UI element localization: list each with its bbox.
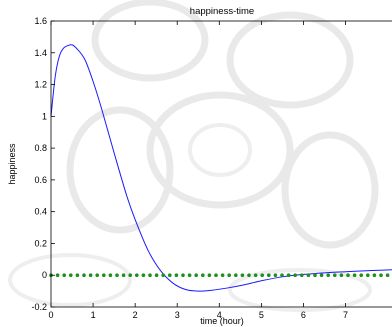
baseline-dot bbox=[69, 273, 73, 278]
y-tick-label: 0.2 bbox=[34, 238, 47, 248]
baseline-dot bbox=[82, 273, 86, 278]
y-tick-label: 1 bbox=[42, 111, 47, 121]
baseline-dot bbox=[234, 273, 238, 278]
baseline-dot bbox=[385, 273, 390, 278]
baseline-dot bbox=[102, 273, 106, 278]
x-tick-label: 3 bbox=[175, 310, 180, 320]
baseline-dot bbox=[280, 273, 284, 278]
chart-title: happiness-time bbox=[190, 6, 254, 17]
baseline-dot bbox=[174, 273, 179, 278]
baseline-dot bbox=[141, 273, 146, 278]
baseline-dot bbox=[247, 273, 251, 278]
baseline-dot bbox=[154, 273, 159, 278]
y-tick-label: 0.4 bbox=[34, 207, 47, 217]
baseline-dot bbox=[181, 273, 185, 278]
baseline-dot bbox=[300, 273, 304, 278]
baseline-dot bbox=[260, 273, 265, 278]
baseline-dot bbox=[372, 273, 377, 278]
baseline-dot bbox=[88, 273, 93, 278]
x-tick-label: 6 bbox=[301, 310, 306, 320]
y-tick-label: 0.6 bbox=[34, 175, 47, 185]
baseline-dot bbox=[220, 273, 225, 278]
baseline-dot bbox=[326, 273, 331, 278]
baseline-dot bbox=[62, 273, 66, 278]
series-dotted-baseline bbox=[49, 273, 390, 278]
y-tick-label: 1.2 bbox=[34, 80, 47, 90]
y-tick-label: 1.6 bbox=[34, 16, 47, 26]
baseline-dot bbox=[115, 273, 119, 278]
y-axis-label: happiness bbox=[7, 143, 17, 185]
baseline-dot bbox=[379, 273, 383, 278]
y-tick-label: 0 bbox=[42, 270, 47, 280]
baseline-dot bbox=[55, 273, 60, 278]
x-axis: 0 1 2 3 4 5 6 7 bbox=[48, 21, 348, 320]
baseline-dot bbox=[108, 273, 113, 278]
x-tick-label: 7 bbox=[343, 310, 348, 320]
x-tick-label: 1 bbox=[91, 310, 96, 320]
baseline-dot bbox=[293, 273, 298, 278]
y-tick-label: 0.8 bbox=[34, 143, 47, 153]
x-tick-label: 5 bbox=[259, 310, 264, 320]
baseline-dot bbox=[352, 273, 357, 278]
y-axis: -0.2 0 0.2 0.4 0.6 0.8 1 1.2 1.4 1.6 bbox=[31, 16, 55, 312]
x-tick-label: 4 bbox=[217, 310, 222, 320]
baseline-dot bbox=[306, 273, 311, 278]
baseline-dot bbox=[333, 273, 337, 278]
baseline-dot bbox=[286, 273, 291, 278]
baseline-dot bbox=[168, 273, 172, 278]
baseline-dot bbox=[227, 273, 231, 278]
baseline-dot bbox=[346, 273, 350, 278]
baseline-dot bbox=[95, 273, 99, 278]
baseline-dot bbox=[75, 273, 80, 278]
baseline-dot bbox=[201, 273, 205, 278]
baseline-dot bbox=[273, 273, 278, 278]
x-tick-label: 2 bbox=[133, 310, 138, 320]
baseline-dot bbox=[339, 273, 344, 278]
baseline-dot bbox=[148, 273, 152, 278]
baseline-dot bbox=[207, 273, 212, 278]
series-layer bbox=[49, 44, 392, 292]
baseline-dot bbox=[128, 273, 132, 278]
background-watermark bbox=[8, 0, 379, 312]
baseline-dot bbox=[253, 273, 258, 278]
baseline-dot bbox=[366, 273, 370, 278]
baseline-dot bbox=[161, 273, 165, 278]
baseline-dot bbox=[313, 273, 317, 278]
baseline-dot bbox=[194, 273, 198, 278]
baseline-dot bbox=[121, 273, 126, 278]
baseline-dot bbox=[319, 273, 324, 278]
x-tick-label: 0 bbox=[48, 310, 53, 320]
baseline-dot bbox=[187, 273, 192, 278]
y-tick-label: -0.2 bbox=[31, 302, 47, 312]
y-tick-label: 1.4 bbox=[34, 48, 47, 58]
baseline-dot bbox=[240, 273, 245, 278]
baseline-dot bbox=[359, 273, 364, 278]
baseline-dot bbox=[135, 273, 139, 278]
series-line-happiness bbox=[50, 44, 392, 292]
plot-frame bbox=[50, 20, 392, 308]
baseline-dot bbox=[214, 273, 218, 278]
baseline-dot bbox=[267, 273, 271, 278]
x-axis-label: time (hour) bbox=[200, 316, 244, 326]
